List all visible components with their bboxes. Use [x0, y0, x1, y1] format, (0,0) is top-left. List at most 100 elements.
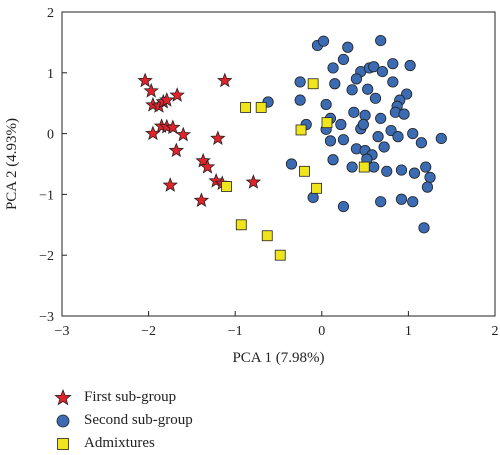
x-axis: −3 −2 −1 0 1 2 — [55, 311, 499, 339]
point-first-sub-group — [193, 192, 210, 208]
point-second-sub-group — [435, 132, 447, 145]
point-second-sub-group — [404, 59, 416, 72]
point-second-sub-group — [327, 154, 339, 166]
point-second-sub-group — [294, 76, 306, 88]
point-first-sub-group — [162, 177, 178, 192]
point-second-sub-group — [294, 94, 306, 106]
point-first-sub-group — [199, 158, 216, 174]
x-axis-label: PCA 1 (7.98%) — [232, 350, 324, 366]
point-second-sub-group — [348, 106, 360, 118]
point-first-sub-group — [210, 130, 226, 146]
point-second-sub-group — [327, 62, 339, 74]
point-admixtures — [240, 102, 251, 113]
point-second-sub-group — [357, 118, 369, 131]
point-second-sub-group — [337, 200, 350, 213]
point-first-sub-group — [217, 72, 233, 88]
point-second-sub-group — [375, 34, 387, 47]
point-second-sub-group — [346, 161, 358, 173]
point-second-sub-group — [387, 58, 399, 70]
point-second-sub-group — [418, 222, 430, 234]
point-first-sub-group — [143, 82, 159, 98]
y-tick-label: 1 — [47, 67, 54, 82]
point-second-sub-group — [346, 84, 358, 96]
y-axis: −3 −2 −1 0 1 2 — [39, 6, 67, 325]
point-second-sub-group — [362, 83, 374, 95]
x-tick-label: −2 — [141, 324, 156, 339]
point-admixtures — [307, 78, 319, 90]
point-second-sub-group — [407, 128, 419, 140]
point-first-sub-group — [145, 125, 161, 141]
point-second-sub-group — [392, 131, 404, 143]
point-admixtures — [274, 249, 286, 261]
point-second-sub-group — [329, 78, 341, 90]
point-second-sub-group — [335, 118, 347, 131]
y-tick-label: 2 — [47, 6, 54, 21]
point-second-sub-group — [337, 134, 350, 146]
x-tick-label: 0 — [318, 324, 325, 339]
point-second-sub-group — [407, 196, 419, 208]
point-second-sub-group — [424, 171, 436, 183]
point-admixtures — [235, 219, 247, 231]
point-first-sub-group — [169, 87, 185, 102]
legend: First sub-group Second sub-group Admixtu… — [52, 386, 193, 455]
point-second-sub-group — [395, 193, 408, 205]
point-second-sub-group — [285, 158, 298, 170]
point-second-sub-group — [381, 165, 393, 177]
x-tick-label: 2 — [492, 324, 499, 339]
point-first-sub-group — [175, 126, 191, 142]
point-second-sub-group — [317, 35, 330, 47]
legend-label: Admixtures — [84, 435, 155, 451]
point-second-sub-group — [324, 135, 337, 147]
legend-label: First sub-group — [84, 389, 177, 405]
legend-item-admixtures: Admixtures — [52, 432, 193, 455]
point-second-sub-group — [376, 65, 389, 78]
point-admixtures — [261, 230, 273, 242]
point-second-sub-group — [421, 181, 434, 193]
point-second-sub-group — [387, 76, 399, 88]
x-tick-label: 1 — [405, 324, 412, 339]
y-axis-label: PCA 2 (4.93%) — [4, 118, 20, 210]
y-tick-label: −2 — [39, 249, 54, 264]
point-second-sub-group — [368, 161, 380, 173]
point-second-sub-group — [408, 167, 421, 179]
point-admixtures — [295, 124, 307, 136]
point-first-sub-group — [245, 174, 262, 189]
point-admixtures — [311, 182, 323, 194]
point-second-sub-group — [342, 41, 354, 53]
point-second-sub-group — [359, 109, 371, 121]
point-second-sub-group — [398, 108, 410, 120]
legend-item-second-sub-group: Second sub-group — [52, 409, 193, 432]
point-second-sub-group — [372, 131, 384, 143]
point-second-sub-group — [375, 112, 387, 125]
data-points — [137, 34, 447, 261]
point-second-sub-group — [350, 73, 363, 85]
point-admixtures — [221, 181, 232, 192]
point-admixtures — [358, 161, 370, 173]
y-tick-label: −3 — [39, 310, 54, 325]
point-second-sub-group — [420, 161, 432, 173]
point-second-sub-group — [369, 92, 382, 104]
point-second-sub-group — [337, 53, 350, 66]
star-icon — [52, 388, 74, 407]
point-second-sub-group — [307, 191, 319, 204]
point-first-sub-group — [165, 119, 181, 135]
point-first-sub-group — [159, 92, 175, 107]
point-second-sub-group — [320, 98, 332, 111]
point-admixtures — [255, 102, 267, 113]
point-first-sub-group — [195, 152, 211, 168]
plot-area-frame — [61, 11, 496, 317]
x-tick-label: −1 — [228, 324, 243, 339]
y-tick-label: −1 — [39, 188, 54, 203]
point-second-sub-group — [395, 164, 408, 176]
point-first-sub-group — [168, 142, 185, 158]
x-tick-label: −3 — [55, 324, 70, 339]
legend-item-first-sub-group: First sub-group — [52, 386, 193, 409]
circle-icon — [52, 413, 74, 429]
point-admixtures — [321, 117, 333, 129]
point-second-sub-group — [378, 141, 390, 153]
point-second-sub-group — [375, 196, 387, 208]
point-second-sub-group — [415, 137, 427, 149]
point-first-sub-group — [137, 72, 153, 88]
legend-label: Second sub-group — [84, 412, 193, 428]
